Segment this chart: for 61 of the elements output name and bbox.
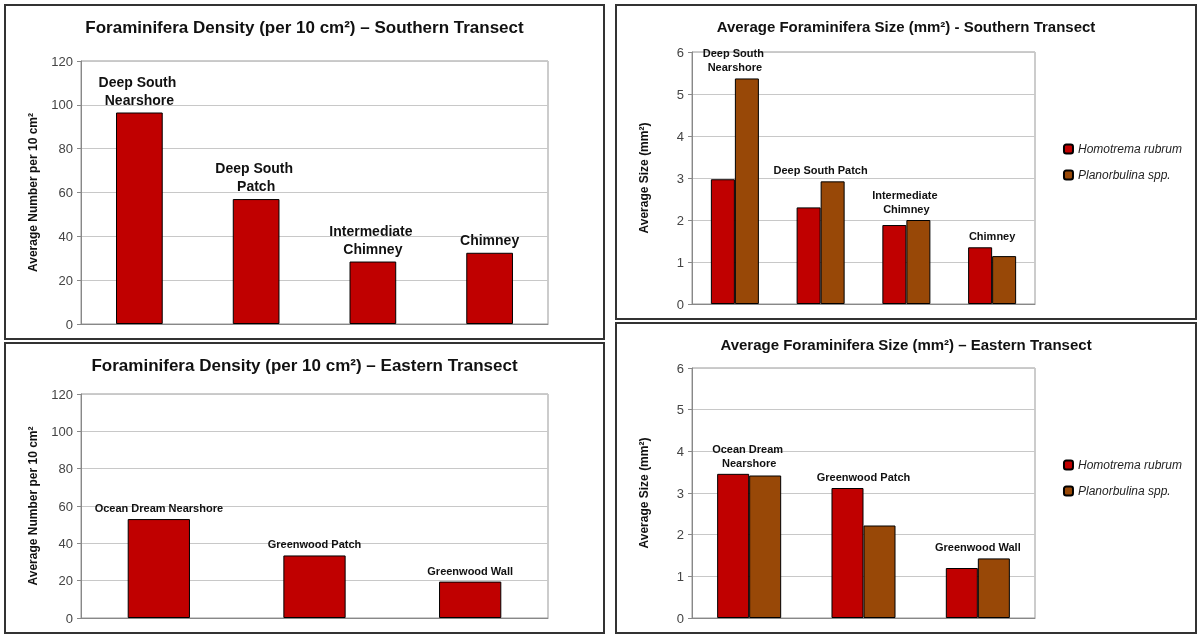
x-tick-label: Intermediate Chimney <box>872 189 941 215</box>
y-tick-label: 2 <box>676 212 684 228</box>
y-tick-label: 60 <box>58 498 73 514</box>
bar <box>116 112 163 324</box>
x-tick-label: Greenwood Wall <box>427 564 514 577</box>
x-tick-label: Deep South Nearshore <box>98 73 181 108</box>
y-tick-label: 5 <box>676 86 684 102</box>
y-tick-label: 6 <box>676 360 684 376</box>
y-tick-label: 6 <box>676 44 684 60</box>
y-tick-label: 3 <box>676 485 684 501</box>
y-tick-label: 0 <box>676 610 684 626</box>
y-axis-title: Average Size (mm²) <box>637 437 651 549</box>
x-tick-label: Deep South Patch <box>773 164 868 177</box>
y-tick-label: 0 <box>65 316 73 332</box>
y-tick-label: 80 <box>58 141 73 157</box>
x-tick-label: Ocean Dream Nearshore <box>712 442 787 469</box>
bar <box>127 519 190 618</box>
chart-title: Average Foraminifera Size (mm²) - Southern Transect <box>716 18 1096 35</box>
y-tick-label: 100 <box>51 97 73 113</box>
y-tick-label: 4 <box>676 443 684 459</box>
x-tick-label: Greenwood Wall <box>934 541 1021 554</box>
x-tick-label: Greenwood Patch <box>816 471 911 483</box>
legend-label: Planorbulina spp. <box>1077 168 1171 182</box>
bar <box>232 199 280 324</box>
x-tick-label: Chimney <box>968 230 1017 243</box>
bar <box>439 581 502 618</box>
y-tick-label: 0 <box>676 296 684 312</box>
bar <box>466 252 513 324</box>
y-tick-label: 20 <box>58 573 73 589</box>
y-tick-label: 1 <box>676 254 684 270</box>
y-tick-label: 3 <box>676 170 684 186</box>
y-tick-label: 1 <box>676 568 684 584</box>
legend-label: Homotrema rubrum <box>1077 142 1182 156</box>
y-tick-label: 100 <box>51 423 73 439</box>
y-tick-label: 4 <box>676 128 684 144</box>
chart-title: Average Foraminifera Size (mm²) – Eastern Transect <box>720 336 1092 353</box>
y-tick-label: 5 <box>676 402 684 418</box>
x-tick-label: Ocean Dream Nearshore <box>94 502 224 515</box>
chart-title: Foraminifera Density (per 10 cm²) – Southern Transect <box>85 18 525 37</box>
x-tick-label: Deep South Patch <box>215 160 297 195</box>
y-axis-title: Average Number per 10 cm² <box>26 426 40 586</box>
x-tick-label: Intermediate Chimney <box>329 222 417 257</box>
y-tick-label: 0 <box>65 610 73 626</box>
legend-label: Homotrema rubrum <box>1077 458 1182 472</box>
bar <box>349 261 397 324</box>
x-tick-label: Chimney <box>460 231 520 248</box>
y-tick-label: 80 <box>58 461 73 477</box>
y-axis-title: Average Number per 10 cm² <box>26 113 40 272</box>
legend-label: Planorbulina spp. <box>1077 484 1171 498</box>
y-tick-label: 60 <box>58 185 73 200</box>
y-tick-label: 120 <box>51 53 73 69</box>
y-tick-label: 40 <box>58 535 73 551</box>
y-tick-label: 120 <box>51 386 73 402</box>
bar <box>283 555 346 618</box>
y-axis-title: Average Size (mm²) <box>637 122 651 234</box>
y-tick-label: 20 <box>58 272 73 288</box>
x-tick-label: Deep South Nearshore <box>702 47 767 74</box>
y-tick-label: 40 <box>58 228 73 244</box>
chart-title: Foraminifera Density (per 10 cm²) – Eastern Transect <box>91 356 518 375</box>
x-tick-label: Greenwood Patch <box>267 538 362 551</box>
y-tick-label: 2 <box>676 527 684 543</box>
